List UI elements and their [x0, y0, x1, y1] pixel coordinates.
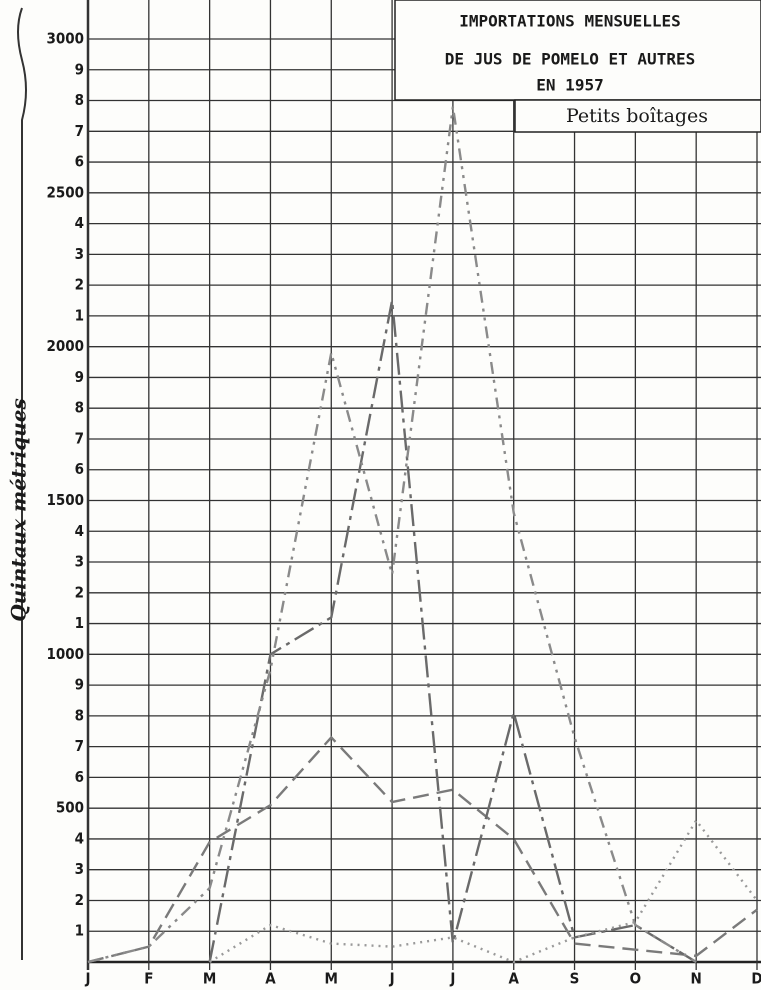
y-tick-label: 7 [75, 737, 84, 755]
x-tick-label: J [389, 970, 395, 988]
y-tick-label: 3000 [46, 30, 84, 48]
y-tick-label: 500 [56, 799, 84, 817]
y-tick-label: 6 [75, 153, 84, 171]
title-line: DE JUS DE POMELO ET AUTRES [445, 50, 695, 69]
y-tick-label: 8 [75, 399, 84, 417]
x-tick-label: N [691, 970, 702, 988]
x-tick-label: M [203, 970, 216, 988]
y-tick-label: 4 [75, 829, 84, 847]
y-tick-label: 4 [75, 522, 84, 540]
y-tick-label: 6 [75, 768, 84, 786]
series-line [208, 300, 697, 964]
y-tick-label: 7 [75, 122, 84, 140]
y-tick-label: 2 [75, 583, 84, 601]
x-tick-label: A [509, 970, 520, 988]
y-tick-label: 1000 [46, 645, 84, 663]
x-tick-label: D [751, 970, 761, 988]
x-tick-label: F [144, 970, 153, 988]
y-axis-label: Quintaux métriques [7, 398, 31, 622]
y-tick-label: 8 [75, 706, 84, 724]
x-tick-label: J [449, 970, 455, 988]
y-tick-label: 7 [75, 429, 84, 447]
y-tick-label: 1 [75, 922, 84, 940]
x-tick-label: O [630, 970, 641, 988]
series-line [209, 818, 758, 964]
y-tick-label: 9 [75, 676, 84, 694]
series-line [87, 106, 697, 964]
title-line: EN 1957 [536, 76, 603, 95]
y-tick-label: 3 [75, 860, 84, 878]
title-box [394, 0, 761, 101]
x-tick-label: S [570, 970, 580, 988]
y-tick-label: 3 [75, 245, 84, 263]
x-tick-label: A [265, 970, 276, 988]
y-tick-label: 6 [75, 460, 84, 478]
y-tick-label: 1 [75, 614, 84, 632]
series-line [87, 735, 758, 964]
x-tick-label: M [325, 970, 338, 988]
y-tick-label: 1 [75, 306, 84, 324]
subtitle-box [514, 99, 761, 133]
frame [17, 7, 27, 960]
y-tick-label: 2 [75, 891, 84, 909]
subtitle: Petits boîtages [566, 105, 708, 127]
y-tick-label: 2000 [46, 337, 84, 355]
y-tick-label: 9 [75, 60, 84, 78]
y-tick-label: 1500 [46, 491, 84, 509]
title-line: IMPORTATIONS MENSUELLES [459, 12, 681, 31]
y-tick-label: 3 [75, 553, 84, 571]
lines [87, 106, 758, 964]
x-tick-label: J [84, 970, 90, 988]
grid [86, 0, 761, 970]
y-tick-label: 2500 [46, 183, 84, 201]
y-tick-label: 9 [75, 368, 84, 386]
y-tick-label: 2 [75, 276, 84, 294]
y-tick-label: 8 [75, 91, 84, 109]
y-tick-label: 4 [75, 214, 84, 232]
